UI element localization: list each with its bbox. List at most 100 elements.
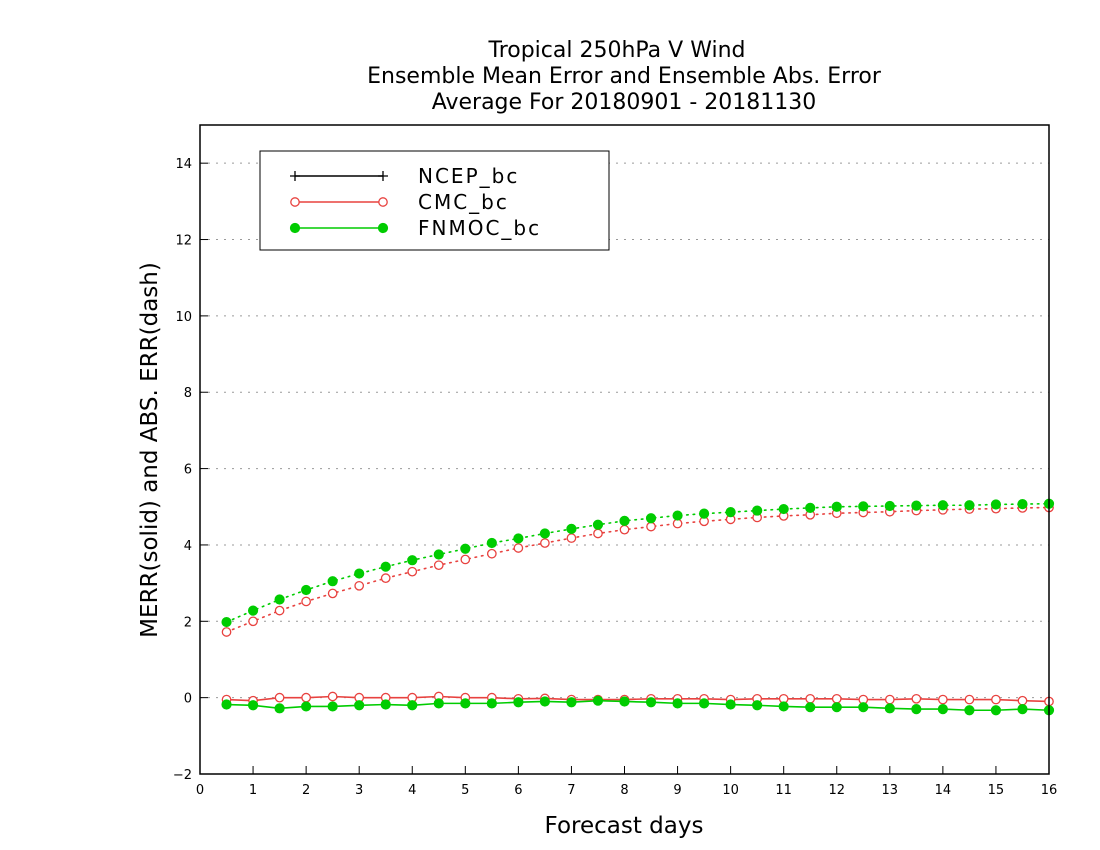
abserr-point-cmc-bc xyxy=(460,554,471,565)
abserr-point-fnmoc-bc xyxy=(698,508,710,519)
x-tick-label: 7 xyxy=(567,783,575,798)
merr-point-fnmoc-bc xyxy=(725,699,736,710)
abserr-point-fnmoc-bc xyxy=(831,501,842,512)
legend-marker xyxy=(378,171,388,181)
chart-title-line-2: Ensemble Mean Error and Ensemble Abs. Er… xyxy=(367,64,882,89)
abserr-point-cmc-bc xyxy=(274,605,285,616)
x-tick-label: 13 xyxy=(882,783,899,798)
y-tick-label: 12 xyxy=(175,234,192,249)
series-cmc-bc xyxy=(221,502,1054,707)
abserr-point-fnmoc-bc xyxy=(805,502,816,514)
x-tick-label: 10 xyxy=(722,783,739,798)
abserr-point-fnmoc-bc xyxy=(433,549,444,560)
merr-point-fnmoc-bc xyxy=(327,701,338,712)
abserr-point-fnmoc-bc xyxy=(911,500,922,511)
merr-point-fnmoc-bc xyxy=(380,699,391,710)
abserr-point-cmc-bc xyxy=(593,528,603,539)
legend-item-ncep-bc: NCEP_bc xyxy=(290,164,517,188)
merr-line-cmc-bc xyxy=(226,695,1050,703)
abserr-line-fnmoc-bc xyxy=(225,502,1050,623)
merr-point-fnmoc-bc xyxy=(937,704,948,715)
y-tick-label: −2 xyxy=(173,768,192,783)
x-axis-title: Forecast days xyxy=(545,813,704,839)
merr-point-fnmoc-bc xyxy=(407,700,418,711)
y-tick-label: 10 xyxy=(175,310,192,325)
abserr-point-fnmoc-bc xyxy=(513,533,524,544)
abserr-point-fnmoc-bc xyxy=(645,513,657,524)
abserr-point-cmc-bc xyxy=(407,566,418,577)
merr-point-cmc-bc xyxy=(991,694,1001,705)
merr-point-cmc-bc xyxy=(831,693,842,704)
abserr-point-cmc-bc xyxy=(619,524,630,535)
merr-point-fnmoc-bc xyxy=(592,695,604,706)
merr-point-cmc-bc xyxy=(1017,695,1028,706)
abserr-point-fnmoc-bc xyxy=(725,507,736,518)
merr-point-fnmoc-bc xyxy=(778,701,789,712)
abserr-line-cmc-bc xyxy=(225,506,1050,633)
x-tick-label: 16 xyxy=(1041,783,1058,798)
merr-point-fnmoc-bc xyxy=(221,699,232,710)
x-tick-label: 11 xyxy=(775,783,792,798)
x-tick-label: 15 xyxy=(988,783,1005,798)
merr-point-cmc-bc xyxy=(274,692,285,703)
x-tick-label: 8 xyxy=(620,783,628,798)
merr-point-fnmoc-bc xyxy=(460,698,471,709)
legend-item-fnmoc-bc: FNMOC_bc xyxy=(289,216,539,240)
x-tick-label: 6 xyxy=(514,783,522,798)
legend-marker xyxy=(289,222,301,234)
legend-item-cmc-bc: CMC_bc xyxy=(290,190,509,214)
abserr-point-fnmoc-bc xyxy=(964,500,975,511)
abserr-point-cmc-bc xyxy=(301,596,311,607)
merr-point-fnmoc-bc xyxy=(274,703,285,714)
x-tick-label: 14 xyxy=(935,783,952,798)
abserr-point-fnmoc-bc xyxy=(354,568,365,579)
abserr-point-fnmoc-bc xyxy=(407,555,418,566)
abserr-point-cmc-bc xyxy=(433,560,444,571)
abserr-point-cmc-bc xyxy=(513,543,524,553)
abserr-point-fnmoc-bc xyxy=(990,499,1002,510)
x-tick-label: 5 xyxy=(461,783,469,798)
merr-point-fnmoc-bc xyxy=(1017,704,1028,715)
x-tick-label: 3 xyxy=(355,783,363,798)
merr-point-cmc-bc xyxy=(964,694,975,705)
abserr-point-fnmoc-bc xyxy=(752,505,763,516)
y-axis-title: MERR(solid) and ABS. ERR(dash) xyxy=(137,262,163,638)
legend-marker xyxy=(378,197,388,207)
merr-point-fnmoc-bc xyxy=(805,702,816,713)
chart-title-line-3: Average For 20180901 - 20181130 xyxy=(432,90,817,115)
abserr-point-fnmoc-bc xyxy=(539,528,551,539)
plot-frame xyxy=(199,124,1050,775)
abserr-point-fnmoc-bc xyxy=(1017,498,1028,510)
merr-point-cmc-bc xyxy=(938,694,948,705)
y-tick-label: 8 xyxy=(184,386,192,401)
merr-point-fnmoc-bc xyxy=(486,698,497,709)
merr-point-fnmoc-bc xyxy=(990,705,1002,716)
x-tick-label: 4 xyxy=(408,783,416,798)
abserr-point-fnmoc-bc xyxy=(884,500,895,512)
abserr-point-cmc-bc xyxy=(380,573,391,584)
merr-point-fnmoc-bc xyxy=(513,697,524,708)
merr-point-fnmoc-bc xyxy=(831,702,842,713)
abserr-point-fnmoc-bc xyxy=(221,616,232,628)
merr-point-fnmoc-bc xyxy=(672,698,683,709)
abserr-point-fnmoc-bc xyxy=(274,594,285,605)
legend-label-cmc-bc: CMC_bc xyxy=(418,190,509,214)
merr-point-fnmoc-bc xyxy=(911,704,922,715)
legend-marker xyxy=(377,222,389,234)
merr-point-cmc-bc xyxy=(301,692,311,703)
chart-title-line-1: Tropical 250hPa V Wind xyxy=(487,38,745,63)
abserr-point-cmc-bc xyxy=(221,627,232,637)
merr-point-fnmoc-bc xyxy=(566,697,577,708)
abserr-point-fnmoc-bc xyxy=(380,561,391,572)
x-tick-label: 2 xyxy=(302,783,310,798)
abserr-point-fnmoc-bc xyxy=(858,501,869,512)
merr-point-fnmoc-bc xyxy=(698,698,710,709)
abserr-point-fnmoc-bc xyxy=(247,605,259,616)
abserr-point-fnmoc-bc xyxy=(460,543,471,554)
merr-point-fnmoc-bc xyxy=(619,696,630,707)
merr-point-fnmoc-bc xyxy=(884,703,895,714)
grid xyxy=(200,162,1049,775)
merr-point-fnmoc-bc xyxy=(301,701,312,712)
legend-marker xyxy=(290,171,300,181)
